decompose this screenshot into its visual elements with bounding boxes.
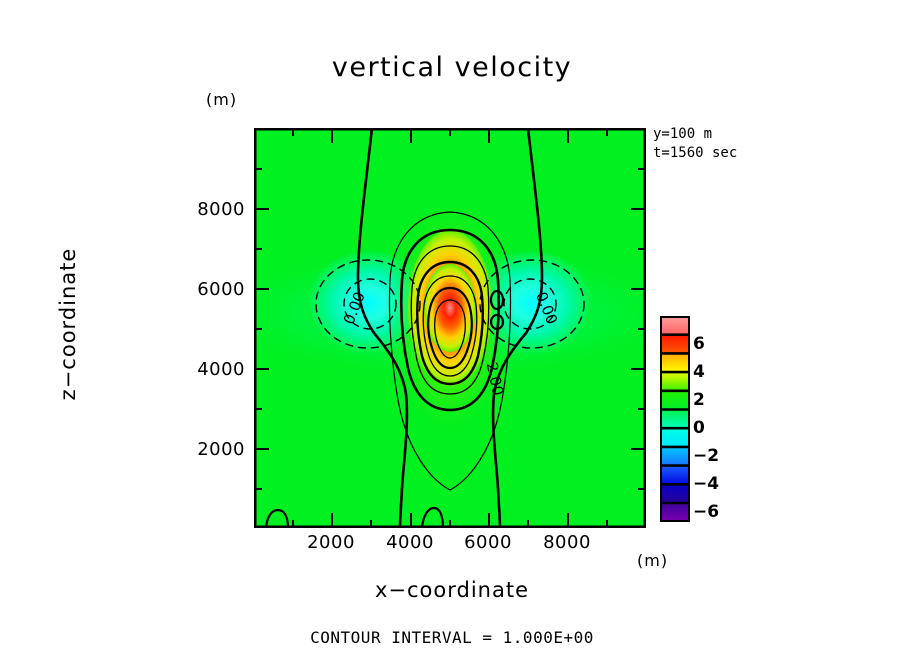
- y-tick-4000: 4000: [197, 359, 245, 380]
- x-axis-unit-label: (m): [637, 551, 669, 570]
- y-axis-unit-label: (m): [206, 90, 238, 109]
- contour-level-4: [422, 275, 478, 377]
- contour-level-6: [434, 299, 466, 359]
- contour-zero-left: [356, 128, 409, 528]
- contour-interval-caption: CONTOUR INTERVAL = 1.000E+00: [310, 628, 594, 647]
- contour-negative-right-inner: [503, 278, 557, 330]
- contour-negative-left-inner: [343, 278, 397, 330]
- y-axis-tick-labels: 2000 4000 6000 8000: [150, 0, 245, 654]
- contour-outer-positive: [388, 211, 512, 491]
- colorbar-tick-2: 2: [693, 390, 705, 410]
- x-tick-4000: 4000: [386, 532, 434, 553]
- x-tick-6000: 6000: [464, 532, 512, 553]
- annotation-time: t=1560 sec: [653, 145, 738, 161]
- colorbar-bands: [660, 316, 690, 522]
- page-title: vertical velocity: [331, 52, 573, 83]
- contour-zero-right: [491, 128, 544, 528]
- contour-plot: 0.00 0.00 2.00: [254, 128, 646, 528]
- colorbar-tick-neg4: −4: [693, 474, 720, 494]
- contour-negative-right-outer: [479, 259, 585, 349]
- contour-level-1: [399, 228, 501, 412]
- colorbar-tick-0: 0: [693, 418, 705, 438]
- annotation-y-level: y=100 m: [653, 126, 713, 142]
- contour-fragment-b: [489, 313, 505, 331]
- colorbar-tick-6: 6: [693, 334, 705, 354]
- contour-level-3: [416, 260, 484, 386]
- colorbar-tick-neg2: −2: [693, 446, 720, 466]
- colorbar-tick-neg6: −6: [693, 502, 720, 522]
- updraft-core-inner: [424, 264, 476, 352]
- x-tick-8000: 8000: [543, 532, 591, 553]
- x-tick-2000: 2000: [307, 532, 355, 553]
- plot-annotation: y=100 m t=1560 sec: [653, 125, 737, 163]
- y-tick-6000: 6000: [197, 279, 245, 300]
- contour-level-5: [427, 286, 473, 370]
- contour-fragment-a: [489, 289, 505, 311]
- contour-bottom-stub-right: [420, 506, 445, 528]
- contour-level-2: [410, 245, 490, 395]
- y-tick-8000: 8000: [197, 199, 245, 220]
- contour-negative-left-outer: [315, 259, 421, 349]
- colorbar-tick-4: 4: [693, 362, 705, 382]
- colorbar-dividers: [660, 333, 690, 505]
- y-tick-2000: 2000: [197, 439, 245, 460]
- x-axis-title: x−coordinate: [374, 578, 530, 602]
- colorbar: [660, 316, 690, 522]
- contour-bottom-stub-left: [264, 508, 290, 528]
